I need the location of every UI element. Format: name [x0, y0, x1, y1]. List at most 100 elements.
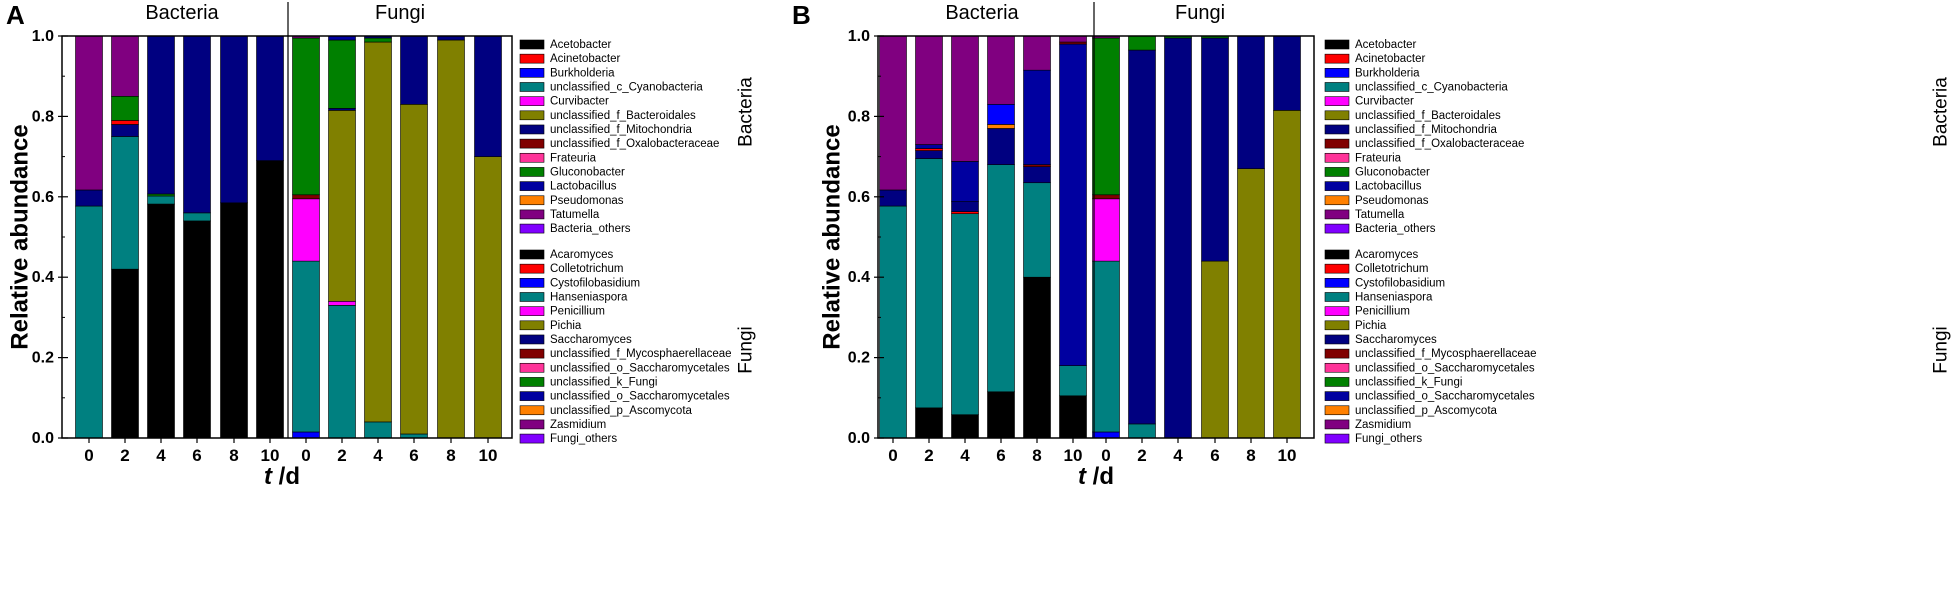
- legend-swatch: [519, 278, 545, 288]
- bar-segment: [1128, 423, 1156, 439]
- stacked-bar: [256, 35, 284, 439]
- stacked-bar: [1201, 35, 1229, 439]
- bar-segment: [879, 189, 907, 207]
- panel-letter: B: [792, 0, 811, 30]
- bar-segment: [915, 158, 943, 409]
- bar-segment: [111, 120, 139, 125]
- stacked-bar: [1237, 35, 1265, 439]
- x-tick-label: 6: [1210, 446, 1219, 465]
- legend-swatch: [1324, 195, 1350, 206]
- panel-letter: A: [6, 0, 25, 30]
- bar-segment: [951, 35, 979, 162]
- bar-segment: [1237, 35, 1265, 169]
- fungi-legend-label: Cystofilobasidium: [1355, 277, 1445, 289]
- legend-swatch: [1324, 320, 1350, 331]
- bar-segment: [987, 35, 1015, 105]
- stacked-bar: [1164, 35, 1192, 439]
- fungi-legend-label: Acaromyces: [550, 249, 614, 261]
- bar-segment: [987, 104, 1015, 125]
- group-label-bacteria: Bacteria: [145, 2, 219, 24]
- bar-segment: [292, 431, 320, 439]
- y-tick-label: 0.8: [848, 108, 870, 125]
- bar-segment: [1164, 37, 1192, 439]
- fungi-legend-label: Fungi_others: [550, 433, 617, 445]
- legend-swatch: [1324, 96, 1350, 106]
- bar-segment: [1023, 69, 1051, 165]
- bar-segment: [987, 164, 1015, 393]
- group-label-fungi: Fungi: [1175, 2, 1225, 24]
- stacked-bar: [1128, 35, 1156, 439]
- side-label-bacteria: Bacteria: [736, 77, 757, 147]
- legend-swatch: [1324, 223, 1350, 234]
- fungi-legend-label: Colletotrichum: [550, 263, 624, 275]
- bar-segment: [256, 160, 284, 439]
- legend-swatch: [519, 53, 545, 64]
- bar-segment: [147, 35, 175, 195]
- y-tick-label: 0.6: [848, 189, 870, 206]
- bar-segment: [474, 35, 502, 157]
- stacked-bar: [183, 35, 211, 439]
- bar-segment: [1059, 41, 1087, 45]
- fungi-legend-label: unclassified_p_Ascomycota: [1355, 405, 1498, 417]
- bar-segment: [1273, 35, 1301, 111]
- bacteria-legend-label: unclassified_c_Cyanobacteria: [1355, 81, 1508, 93]
- legend-swatch: [1324, 306, 1350, 316]
- bar-segment: [951, 213, 979, 415]
- legend-swatch: [519, 167, 545, 177]
- bar-segment: [987, 128, 1015, 165]
- bar-segment: [987, 391, 1015, 439]
- stacked-bar: [328, 35, 356, 439]
- bar-segment: [183, 35, 211, 214]
- bar-segment: [328, 305, 356, 439]
- bar-segment: [111, 96, 139, 121]
- bar-segment: [220, 202, 248, 439]
- bar-segment: [1023, 35, 1051, 71]
- bar-segment: [292, 194, 320, 200]
- y-tick-label: 0.2: [848, 350, 870, 367]
- bacteria-legend-label: unclassified_f_Oxalobacteraceae: [550, 138, 719, 150]
- bar-segment: [1092, 260, 1120, 433]
- x-tick-label: 6: [192, 446, 201, 465]
- bar-segment: [1059, 365, 1087, 397]
- legend: Acetobacter Acinetobacter Burkholderia uncl…: [519, 39, 732, 445]
- bar-segment: [1092, 37, 1120, 196]
- bar-segment: [1092, 198, 1120, 262]
- x-axis-label-unit: /d: [1086, 463, 1114, 490]
- x-tick-label: 2: [337, 446, 346, 465]
- bar-segment: [474, 156, 502, 439]
- legend-swatch: [1324, 152, 1350, 163]
- fungi-legend-label: Fungi_others: [1355, 433, 1422, 445]
- y-axis-label: Relative abundance: [7, 124, 34, 349]
- y-tick-label: 0.8: [32, 108, 54, 125]
- stacked-bar: [364, 35, 392, 439]
- x-tick-label: 2: [924, 446, 933, 465]
- bar-segment: [75, 35, 103, 191]
- bar-segment: [292, 260, 320, 433]
- fungi-legend-label: Hanseniaspora: [1355, 291, 1433, 303]
- x-tick-label: 8: [446, 446, 455, 465]
- bar-segment: [183, 220, 211, 439]
- x-axis-label-t: t: [1078, 463, 1087, 490]
- x-tick-label: 4: [960, 446, 970, 465]
- legend-swatch: [519, 348, 545, 359]
- fungi-legend-label: Zasmidium: [1355, 419, 1411, 431]
- bar-segment: [1201, 37, 1229, 262]
- legend-swatch: [519, 138, 545, 149]
- fungi-legend-label: Zasmidium: [550, 419, 606, 431]
- fungi-legend-label: unclassified_k_Fungi: [550, 376, 657, 388]
- x-tick-label: 6: [409, 446, 418, 465]
- bar-segment: [1128, 35, 1156, 51]
- fungi-legend-label: unclassified_k_Fungi: [1355, 376, 1462, 388]
- fungi-legend-label: Penicillium: [1355, 306, 1410, 318]
- bacteria-legend-label: Acinetobacter: [550, 53, 620, 65]
- legend: Acetobacter Acinetobacter Burkholderia uncl…: [1324, 39, 1537, 445]
- x-tick-label: 6: [996, 446, 1005, 465]
- x-tick-label: 10: [479, 446, 498, 465]
- legend-swatch: [1324, 362, 1350, 373]
- bar-segment: [915, 150, 943, 159]
- fungi-legend-label: Penicillium: [550, 306, 605, 318]
- stacked-bar: [292, 35, 320, 439]
- stacked-bar: [111, 35, 139, 439]
- legend-swatch: [519, 96, 545, 106]
- legend-swatch: [1324, 249, 1350, 260]
